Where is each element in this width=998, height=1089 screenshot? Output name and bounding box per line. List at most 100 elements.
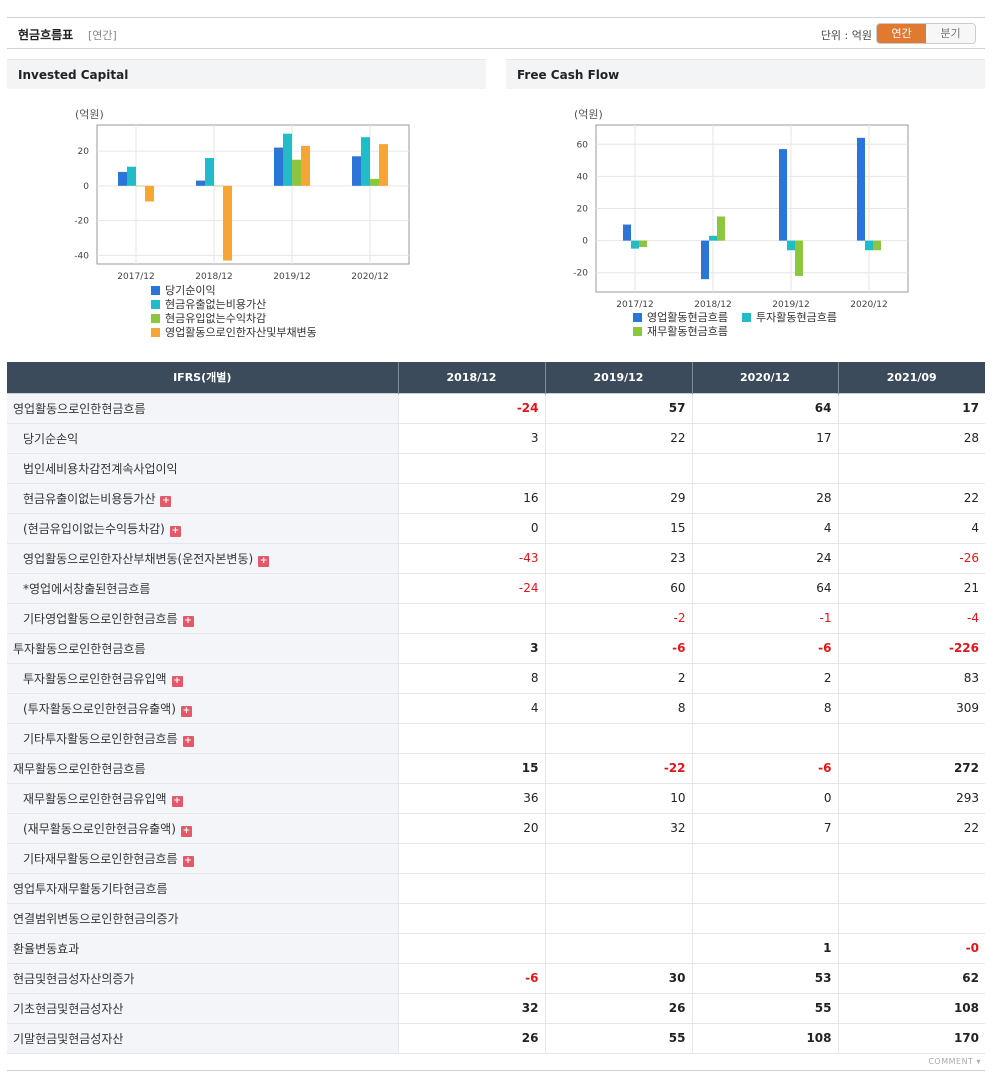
table-cell — [837, 723, 985, 754]
expand-plus-icon[interactable]: + — [160, 495, 172, 507]
table-cell: 8 — [397, 663, 545, 694]
table-row: 법인세비용차감전계속사업이익 — [7, 453, 985, 484]
table-row: 기타투자활동으로인한현금흐름 + — [7, 723, 985, 754]
table-cell: -24 — [397, 573, 545, 604]
period-toggle: 연간 분기 — [876, 23, 976, 44]
legend-label: 당기순이익 — [165, 284, 216, 297]
bar-4 — [223, 185, 232, 261]
table-row: 현금및현금성자산의증가 -6 30 53 62 — [7, 962, 985, 994]
table-cell: 24 — [691, 543, 838, 574]
free-cash-flow-title: Free Cash Flow — [506, 59, 985, 89]
row-label-text: 기타영업활동으로인한현금흐름 — [23, 611, 178, 626]
column-header[interactable]: 2020/12 — [691, 362, 838, 393]
column-header[interactable]: 2021/09 — [837, 362, 985, 393]
table-cell: -6 — [544, 632, 692, 664]
expand-plus-icon[interactable]: + — [180, 705, 192, 717]
row-label-text: 영업투자재무활동기타현금흐름 — [13, 881, 168, 896]
bar-1 — [352, 156, 361, 186]
table-cell: 17 — [837, 392, 985, 424]
y-tick-label: 20 — [78, 147, 90, 157]
bar-1 — [701, 240, 709, 280]
x-tick-label: 2018/12 — [195, 272, 232, 282]
column-header[interactable]: 2019/12 — [544, 362, 692, 393]
row-label: *영업에서창출된현금흐름 — [7, 573, 398, 604]
row-label: 당기순손익 — [7, 423, 398, 454]
bar-3 — [795, 240, 803, 276]
table-cell: 272 — [837, 752, 985, 784]
x-tick-label: 2019/12 — [772, 300, 809, 310]
table-cell — [544, 902, 692, 934]
expand-plus-icon[interactable]: + — [182, 615, 194, 627]
y-axis-label: (억원) — [574, 108, 603, 121]
table-cell: 15 — [544, 513, 692, 544]
bar-2 — [205, 158, 214, 186]
table-header-row: IFRS(개별) 2018/12 2019/12 2020/12 2021/09 — [7, 362, 985, 393]
legend-swatch — [633, 327, 642, 336]
comment-bar: COMMENT ▾ — [7, 1054, 985, 1071]
row-label: 기말현금및현금성자산 — [7, 1022, 398, 1054]
table-cell: -26 — [837, 543, 985, 574]
bar-1 — [118, 171, 127, 186]
bar-4 — [145, 185, 154, 202]
legend-label: 영업활동현금흐름 — [647, 310, 728, 324]
table-cell: 55 — [544, 1022, 692, 1054]
row-label-text: 기타재무활동으로인한현금흐름 — [23, 851, 178, 866]
table-cell: 28 — [837, 423, 985, 454]
expand-plus-icon[interactable]: + — [171, 795, 183, 807]
table-cell: 55 — [691, 992, 838, 1024]
table-cell: -1 — [691, 603, 838, 634]
table-cell — [544, 932, 692, 964]
row-label: 기초현금및현금성자산 — [7, 992, 398, 1024]
row-label-text: 투자활동으로인한현금유입액 — [23, 671, 167, 686]
legend-swatch — [151, 328, 160, 337]
cashflow-header: 현금흐름표 [연간] 단위 : 억원 연간 분기 — [7, 17, 985, 49]
table-cell: 170 — [837, 1022, 985, 1054]
table-cell: 1 — [691, 932, 838, 964]
table-row: 기타재무활동으로인한현금흐름 + — [7, 843, 985, 874]
x-tick-label: 2019/12 — [273, 272, 310, 282]
legend-label: 재무활동현금흐름 — [647, 324, 728, 338]
row-label: 현금유출이없는비용등가산 + — [7, 483, 398, 514]
table-cell: 293 — [837, 783, 985, 814]
row-label: 법인세비용차감전계속사업이익 — [7, 453, 398, 484]
table-cell: 8 — [544, 693, 692, 724]
invested-capital-panel: Invested Capital (억원) 2017/12 2018/12 2019/… — [7, 59, 486, 357]
table-cell — [397, 872, 545, 904]
expand-plus-icon[interactable]: + — [258, 555, 270, 567]
table-cell: 30 — [544, 962, 692, 994]
table-cell: 10 — [544, 783, 692, 814]
expand-plus-icon[interactable]: + — [169, 525, 181, 537]
table-cell: 83 — [837, 663, 985, 694]
table-cell — [837, 872, 985, 904]
table-cell: 17 — [691, 423, 838, 454]
bar-1 — [623, 224, 631, 241]
expand-plus-icon[interactable]: + — [182, 735, 194, 747]
legend-swatch — [742, 313, 751, 322]
table-cell: 26 — [544, 992, 692, 1024]
table-cell: 309 — [837, 693, 985, 724]
bar-2 — [127, 166, 136, 186]
expand-plus-icon[interactable]: + — [180, 825, 192, 837]
legend-swatch — [151, 314, 160, 323]
row-label-text: 연결범위변동으로인한현금의증가 — [13, 911, 179, 926]
row-label-text: 영업활동으로인한현금흐름 — [13, 401, 146, 416]
comment-toggle[interactable]: COMMENT ▾ — [928, 1057, 981, 1066]
expand-plus-icon[interactable]: + — [182, 855, 194, 867]
table-row: 현금유출이없는비용등가산 +16 29 28 22 — [7, 483, 985, 514]
bar-2 — [631, 240, 639, 249]
bar-2 — [787, 240, 795, 251]
annual-toggle-button[interactable]: 연간 — [877, 24, 926, 43]
table-cell: 4 — [837, 513, 985, 544]
legend-swatch — [633, 313, 642, 322]
row-label-text: 기타투자활동으로인한현금흐름 — [23, 731, 178, 746]
column-header[interactable]: 2018/12 — [397, 362, 545, 393]
quarter-toggle-button[interactable]: 분기 — [926, 24, 975, 43]
y-tick-label: -20 — [573, 269, 588, 279]
table-cell: 108 — [691, 1022, 838, 1054]
expand-plus-icon[interactable]: + — [171, 675, 183, 687]
table-cell: 36 — [397, 783, 545, 814]
table-cell: -226 — [837, 632, 985, 664]
row-label: 영업투자재무활동기타현금흐름 — [7, 872, 398, 904]
table-row: (현금유입이없는수익등차감) +0 15 4 4 — [7, 513, 985, 544]
bar-2 — [865, 240, 873, 251]
